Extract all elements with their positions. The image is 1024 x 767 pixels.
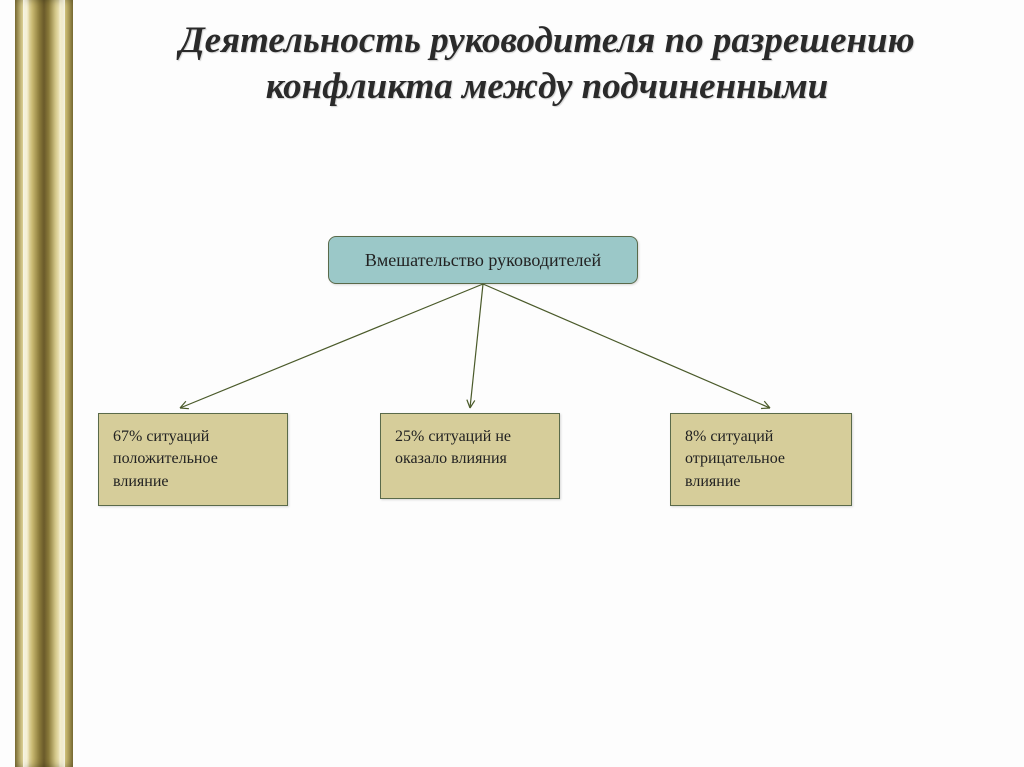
leaf-node: 25% ситуаций не оказало влияния (380, 413, 560, 499)
leaf-node-label: 25% ситуаций не оказало влияния (395, 428, 511, 467)
slide-title: Деятельность руководителя по разрешению … (90, 18, 1004, 111)
arrows-layer (90, 0, 1004, 767)
leaf-node: 8% ситуаций отрицательное влияние (670, 413, 852, 506)
content-area: Деятельность руководителя по разрешению … (90, 0, 1004, 767)
decorative-vertical-bar (15, 0, 73, 767)
leaf-node-label: 8% ситуаций отрицательное влияние (685, 428, 785, 490)
root-node-label: Вмешательство руководителей (365, 250, 601, 271)
root-node: Вмешательство руководителей (328, 236, 638, 284)
leaf-node-label: 67% ситуаций положительное влияние (113, 428, 218, 490)
leaf-node: 67% ситуаций положительное влияние (98, 413, 288, 506)
